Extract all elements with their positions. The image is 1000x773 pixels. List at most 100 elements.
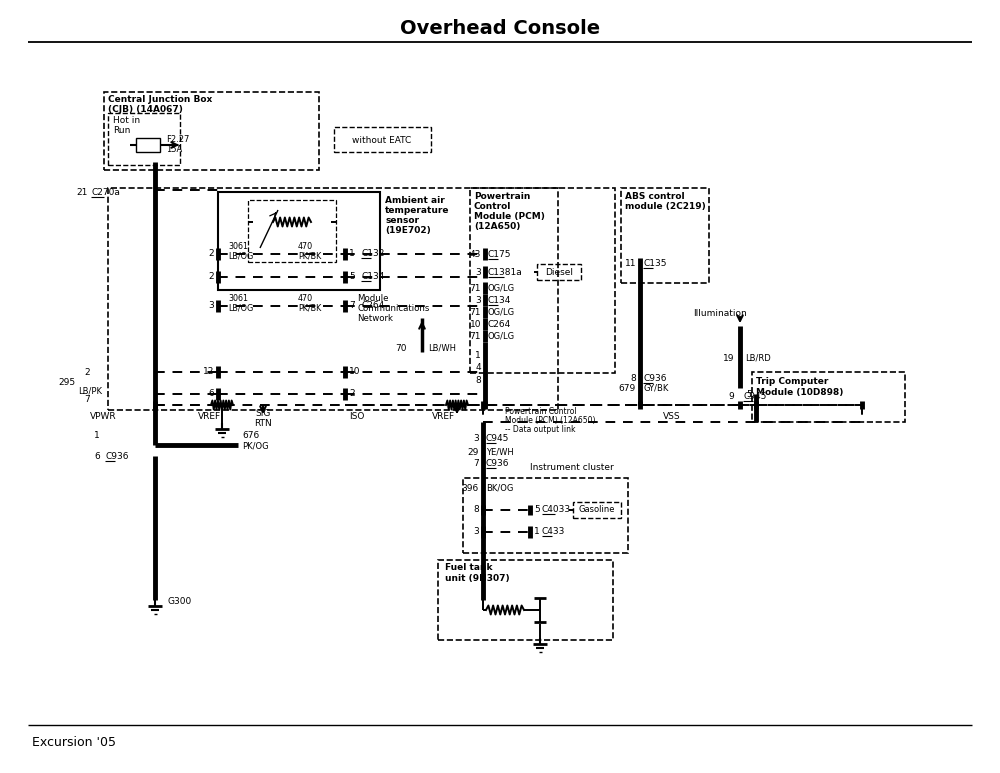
Text: 7: 7 xyxy=(349,301,355,309)
Text: F2.27: F2.27 xyxy=(166,135,189,144)
Text: (12A650): (12A650) xyxy=(474,222,520,230)
Text: 8: 8 xyxy=(473,505,479,513)
Text: 15A: 15A xyxy=(166,145,182,154)
Text: 3061: 3061 xyxy=(228,294,248,302)
Text: 12: 12 xyxy=(203,366,214,376)
Text: SIG: SIG xyxy=(255,408,271,417)
Text: GY/BK: GY/BK xyxy=(643,383,668,393)
Bar xyxy=(573,502,621,518)
Text: VREF: VREF xyxy=(198,411,221,421)
Text: Central Junction Box: Central Junction Box xyxy=(108,94,212,104)
Text: Illumination: Illumination xyxy=(693,308,747,318)
Text: 1: 1 xyxy=(534,526,540,536)
Text: 21: 21 xyxy=(77,188,88,196)
Text: 70: 70 xyxy=(396,343,407,352)
Text: LB/RD: LB/RD xyxy=(745,353,771,363)
Bar xyxy=(218,192,380,290)
Text: Module (PCM): Module (PCM) xyxy=(474,212,545,220)
Text: Trip Computer: Trip Computer xyxy=(756,376,828,386)
Text: LB/PK: LB/PK xyxy=(78,386,102,396)
Text: C945: C945 xyxy=(486,434,509,442)
Text: C945: C945 xyxy=(743,391,766,400)
Bar xyxy=(108,188,558,410)
Text: 71: 71 xyxy=(470,332,481,340)
Text: 7: 7 xyxy=(84,394,90,404)
Text: Instrument cluster: Instrument cluster xyxy=(530,462,614,472)
Text: Ambient air: Ambient air xyxy=(385,196,445,205)
Text: BK/OG: BK/OG xyxy=(486,483,513,492)
Text: C433: C433 xyxy=(542,526,565,536)
Text: RTN: RTN xyxy=(254,418,272,427)
Text: Fuel tank: Fuel tank xyxy=(445,564,492,573)
Bar xyxy=(334,127,431,152)
Text: 1: 1 xyxy=(349,248,355,257)
Text: 71: 71 xyxy=(470,284,481,292)
Text: (CJB) (14A067): (CJB) (14A067) xyxy=(108,104,183,114)
Text: 396: 396 xyxy=(462,483,479,492)
Text: 3: 3 xyxy=(473,434,479,442)
Text: 4: 4 xyxy=(475,363,481,372)
Text: C134: C134 xyxy=(488,295,511,305)
Text: 11: 11 xyxy=(624,258,636,267)
Text: Module (PCM) (12A650): Module (PCM) (12A650) xyxy=(505,416,596,424)
Text: 19: 19 xyxy=(722,353,734,363)
Bar xyxy=(108,113,180,165)
Text: C4033: C4033 xyxy=(542,505,571,513)
Bar xyxy=(752,372,905,422)
Text: 470: 470 xyxy=(298,294,313,302)
Text: 10: 10 xyxy=(349,366,360,376)
Text: 29: 29 xyxy=(468,448,479,457)
Text: VPWR: VPWR xyxy=(90,411,117,421)
Text: sensor: sensor xyxy=(385,216,419,224)
Text: without EATC: without EATC xyxy=(352,135,412,145)
Text: 2: 2 xyxy=(349,389,355,397)
Text: 2: 2 xyxy=(84,367,90,376)
Text: 71: 71 xyxy=(470,308,481,316)
Bar xyxy=(104,92,319,170)
Text: 8: 8 xyxy=(475,376,481,384)
Bar xyxy=(463,478,628,553)
Text: G300: G300 xyxy=(168,597,192,605)
Text: LB/OG: LB/OG xyxy=(228,304,253,312)
Text: 8: 8 xyxy=(630,373,636,383)
Text: 43: 43 xyxy=(470,250,481,258)
Bar xyxy=(537,264,581,280)
Text: C132: C132 xyxy=(361,248,384,257)
Bar xyxy=(470,188,615,373)
Bar xyxy=(621,188,709,283)
Text: Overhead Console: Overhead Console xyxy=(400,19,600,38)
Text: 5: 5 xyxy=(349,271,355,281)
Text: 295: 295 xyxy=(58,377,75,386)
Text: PK/BK: PK/BK xyxy=(298,251,321,261)
Text: 5: 5 xyxy=(746,390,752,399)
Text: PK/BK: PK/BK xyxy=(298,304,321,312)
Text: ABS control: ABS control xyxy=(625,192,685,200)
Text: ISO: ISO xyxy=(349,411,365,421)
Text: Diesel: Diesel xyxy=(545,267,573,277)
Text: 679: 679 xyxy=(619,383,636,393)
Text: 1: 1 xyxy=(475,350,481,359)
Text: 676: 676 xyxy=(242,431,259,440)
Text: C264: C264 xyxy=(488,319,511,329)
Text: 7: 7 xyxy=(473,458,479,468)
Text: C1381a: C1381a xyxy=(488,267,523,277)
Text: Communications: Communications xyxy=(357,304,429,312)
Text: C175: C175 xyxy=(488,250,512,258)
Text: C936: C936 xyxy=(643,373,666,383)
Text: 3: 3 xyxy=(208,301,214,309)
Text: Module: Module xyxy=(357,294,388,302)
Text: Control: Control xyxy=(474,202,511,210)
Text: C936: C936 xyxy=(486,458,510,468)
Text: module (2C219): module (2C219) xyxy=(625,202,706,210)
Text: Excursion '05: Excursion '05 xyxy=(32,735,116,748)
Bar xyxy=(438,560,613,640)
Text: LB/WH: LB/WH xyxy=(428,343,456,352)
Text: 3: 3 xyxy=(475,295,481,305)
Text: LB/OG: LB/OG xyxy=(228,251,253,261)
Text: 1: 1 xyxy=(94,431,100,440)
Text: unit (9H307): unit (9H307) xyxy=(445,574,510,583)
Text: 2: 2 xyxy=(208,248,214,257)
Text: Powertrain: Powertrain xyxy=(474,192,530,200)
Text: -- Data output link: -- Data output link xyxy=(505,424,576,434)
Text: temperature: temperature xyxy=(385,206,450,214)
